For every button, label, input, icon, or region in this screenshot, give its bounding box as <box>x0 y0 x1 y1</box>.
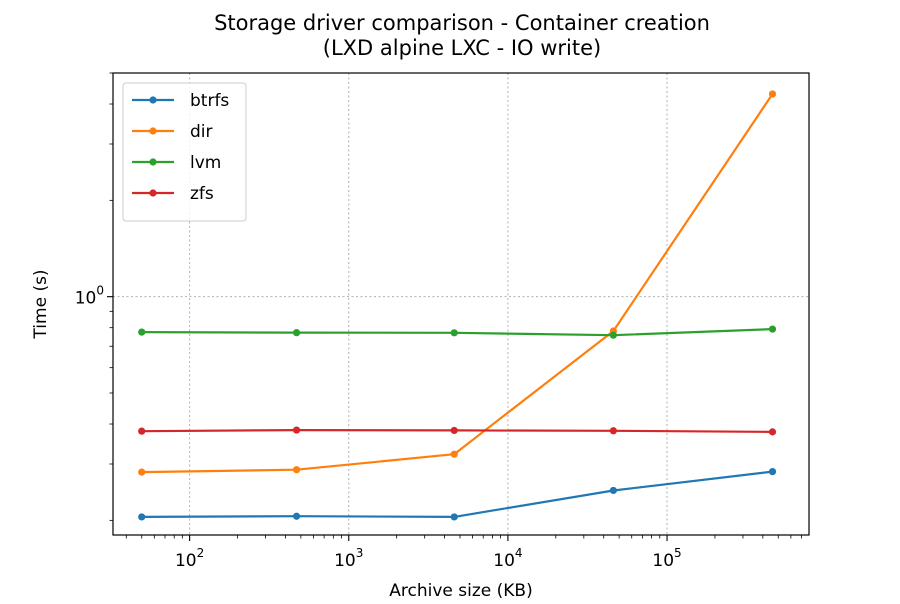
data-point-btrfs <box>450 513 458 521</box>
legend-label-zfs: zfs <box>190 184 214 204</box>
data-point-zfs <box>450 426 458 435</box>
legend-marker-zfs <box>149 189 157 197</box>
x-tick-label-base: 10 <box>493 551 515 571</box>
plot-frame <box>112 72 810 536</box>
data-point-btrfs <box>768 468 777 476</box>
chart-title-line: Storage driver comparison - Container cr… <box>214 11 710 35</box>
x-tick-label-exponent: 5 <box>674 546 682 560</box>
y-tick-label-exponent: 0 <box>96 284 104 298</box>
series-layer <box>138 90 777 521</box>
data-point-zfs <box>609 427 617 435</box>
x-tick-label: 103 <box>334 546 363 571</box>
x-tick-label-exponent: 2 <box>197 546 205 560</box>
data-point-zfs <box>768 428 777 436</box>
data-point-btrfs <box>138 513 146 521</box>
data-point-zfs <box>292 426 301 434</box>
data-point-lvm <box>292 329 301 337</box>
legend-box <box>122 82 247 222</box>
x-tick-label-exponent: 3 <box>356 546 364 560</box>
legend-label-lvm: lvm <box>190 153 221 173</box>
chart-title: Storage driver comparison - Container cr… <box>214 11 710 60</box>
x-tick-label-base: 10 <box>652 551 674 571</box>
data-point-lvm <box>450 329 458 337</box>
x-tick-label: 105 <box>652 546 681 571</box>
x-axis-label: Archive size (KB) <box>389 581 532 600</box>
data-point-dir <box>138 468 146 476</box>
legend-marker-lvm <box>149 158 157 166</box>
series-line-btrfs <box>141 470 773 519</box>
data-point-lvm <box>138 328 146 336</box>
x-tick-label: 102 <box>175 546 204 571</box>
data-point-zfs <box>138 427 146 435</box>
x-tick-label-base: 10 <box>175 551 197 571</box>
y-tick-label-base: 10 <box>75 289 97 309</box>
chart-title-line: (LXD alpine LXC - IO write) <box>323 36 601 60</box>
data-point-lvm <box>768 325 777 333</box>
data-point-lvm <box>609 331 617 339</box>
legend: btrfs dir lvm zfs <box>122 82 247 222</box>
y-tick-label: 100 <box>75 284 104 309</box>
data-point-btrfs <box>292 512 301 520</box>
y-axis-label: Time (s) <box>31 269 51 339</box>
x-tick-label-exponent: 4 <box>515 546 523 560</box>
x-tick-label-base: 10 <box>334 551 356 571</box>
legend-label-btrfs: btrfs <box>190 91 229 111</box>
data-point-dir <box>450 450 458 458</box>
x-tick-label: 104 <box>493 546 522 571</box>
data-point-btrfs <box>609 486 617 495</box>
data-point-dir <box>768 90 777 98</box>
data-point-dir <box>292 466 301 474</box>
legend-marker-btrfs <box>149 96 157 104</box>
legend-marker-dir <box>149 127 157 135</box>
legend-label-dir: dir <box>190 122 213 142</box>
